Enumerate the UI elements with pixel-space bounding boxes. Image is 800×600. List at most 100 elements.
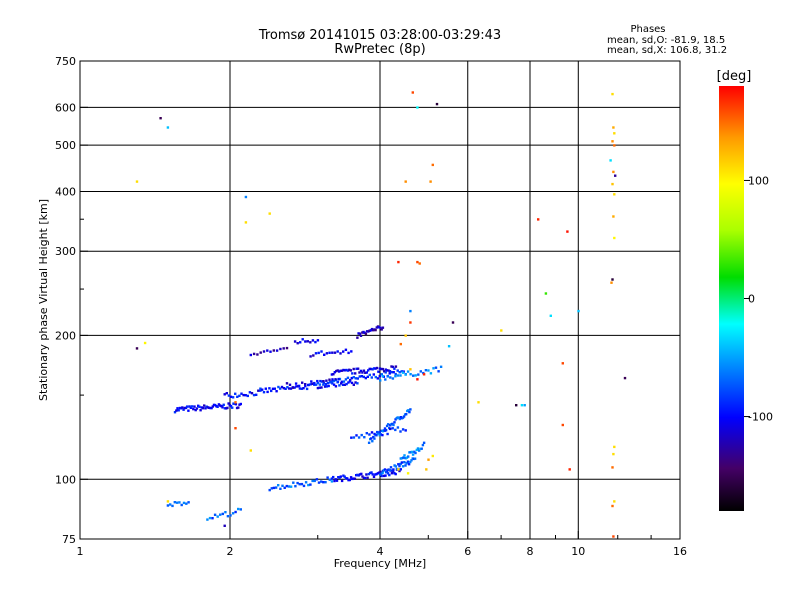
data-point — [316, 379, 319, 383]
data-point — [315, 478, 319, 481]
data-point — [187, 501, 190, 504]
data-point — [259, 351, 262, 354]
data-point — [418, 262, 421, 265]
data-point — [248, 391, 252, 394]
data-point — [261, 388, 264, 391]
data-point — [199, 409, 202, 412]
data-point — [561, 423, 564, 427]
colorbar-label: [deg] — [717, 69, 752, 84]
data-point — [611, 466, 614, 469]
data-point — [190, 405, 194, 408]
data-point — [388, 473, 391, 477]
data-point — [613, 236, 616, 240]
data-point — [561, 362, 564, 365]
data-point — [238, 394, 241, 397]
data-point — [235, 406, 239, 410]
data-point — [337, 476, 340, 479]
data-point — [192, 407, 195, 411]
data-point — [432, 367, 435, 370]
data-point — [339, 352, 342, 355]
data-point — [346, 369, 350, 372]
data-point — [394, 465, 397, 468]
data-point — [171, 504, 174, 508]
data-point — [324, 481, 327, 484]
data-point — [401, 428, 405, 431]
data-point — [224, 511, 227, 514]
data-point — [266, 390, 269, 394]
data-point — [397, 468, 400, 471]
data-point — [373, 437, 376, 440]
data-point — [396, 374, 400, 377]
data-point — [334, 478, 337, 481]
data-point — [350, 381, 354, 385]
data-point — [500, 329, 503, 332]
data-point — [222, 403, 225, 406]
data-point — [611, 278, 614, 281]
data-point — [427, 458, 430, 461]
data-point — [362, 375, 365, 379]
data-point — [352, 367, 355, 371]
data-point — [255, 393, 258, 396]
data-point — [346, 477, 349, 480]
data-point — [335, 479, 339, 482]
y-tick-label: 100 — [55, 473, 76, 486]
y-tick-label: 600 — [55, 101, 76, 114]
data-point — [612, 452, 615, 456]
data-point — [409, 451, 412, 454]
data-point — [376, 430, 379, 434]
data-point — [403, 461, 406, 464]
data-point — [259, 387, 262, 390]
data-point — [302, 387, 305, 390]
data-point — [320, 386, 323, 389]
data-point — [244, 195, 248, 199]
data-point — [234, 392, 237, 395]
data-point — [310, 380, 313, 383]
data-point — [351, 372, 354, 375]
data-point — [611, 92, 614, 96]
data-point — [537, 218, 540, 221]
data-point — [406, 472, 410, 475]
data-point — [374, 328, 377, 332]
data-point — [568, 468, 571, 471]
data-point — [407, 463, 411, 466]
data-point — [405, 462, 408, 465]
data-point — [309, 483, 312, 486]
data-point — [311, 479, 314, 483]
data-point — [393, 367, 396, 370]
data-point — [252, 393, 256, 397]
data-point — [406, 370, 410, 373]
data-point — [340, 479, 344, 483]
data-point — [424, 369, 428, 372]
data-point — [397, 463, 400, 466]
data-point — [386, 472, 390, 475]
data-point — [211, 517, 214, 520]
data-point — [356, 473, 359, 477]
data-point — [285, 382, 289, 385]
data-point — [304, 340, 307, 343]
data-point — [380, 474, 383, 478]
data-point — [328, 378, 331, 381]
data-point — [401, 371, 405, 374]
data-point — [400, 370, 403, 373]
data-point — [272, 486, 276, 490]
data-point — [356, 367, 360, 370]
data-point — [300, 482, 304, 486]
data-point — [234, 403, 238, 406]
data-point — [330, 477, 334, 480]
data-point — [368, 373, 371, 377]
data-point — [416, 260, 419, 264]
data-point — [314, 352, 318, 355]
data-point — [398, 371, 401, 374]
data-point — [231, 512, 235, 515]
data-point — [409, 408, 412, 411]
data-point — [336, 380, 340, 384]
data-point — [377, 432, 380, 435]
data-point — [287, 485, 291, 488]
data-point — [374, 473, 377, 476]
x-tick-label: 16 — [673, 545, 687, 558]
data-point — [311, 382, 314, 385]
data-point — [379, 470, 382, 474]
data-point — [381, 433, 384, 437]
data-point — [182, 408, 185, 411]
data-point — [234, 510, 237, 514]
